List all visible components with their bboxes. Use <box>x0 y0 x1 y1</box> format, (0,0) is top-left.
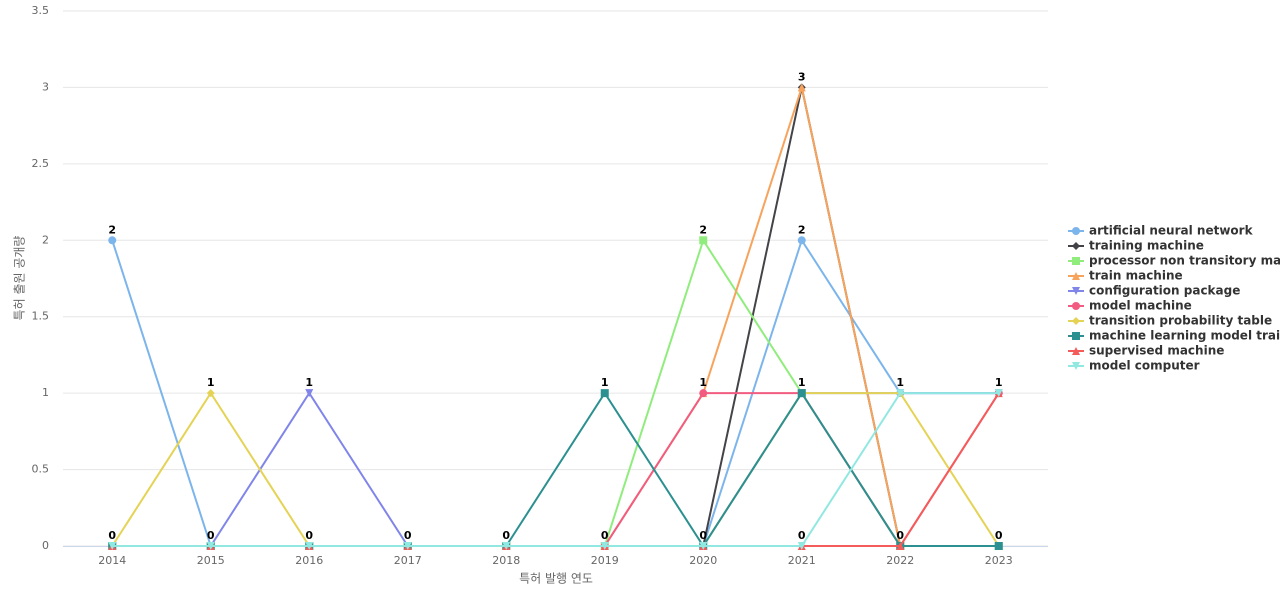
data-label: 1 <box>896 376 904 389</box>
data-label: 1 <box>305 376 313 389</box>
x-tick-label: 2020 <box>689 554 717 567</box>
marker <box>403 542 412 550</box>
data-label: 1 <box>207 376 215 389</box>
marker <box>502 542 511 550</box>
legend-label: model machine <box>1089 299 1192 313</box>
data-label: 2 <box>798 223 806 236</box>
legend-label: model computer <box>1089 359 1200 373</box>
data-label: 1 <box>699 376 707 389</box>
marker <box>1072 347 1080 355</box>
y-tick-label: 3.5 <box>32 4 50 17</box>
legend-label: transition probability table <box>1089 314 1272 328</box>
data-label: 0 <box>108 529 116 542</box>
y-tick-label: 2 <box>42 233 49 246</box>
marker <box>699 389 708 398</box>
marker <box>1072 242 1080 250</box>
legend-label: supervised machine <box>1089 344 1224 358</box>
y-tick-label: 3 <box>42 80 49 93</box>
marker <box>108 236 117 245</box>
marker <box>1072 287 1080 295</box>
legend-label: processor non transitory ma... <box>1089 254 1280 268</box>
x-tick-label: 2016 <box>295 554 323 567</box>
data-label: 0 <box>896 529 904 542</box>
y-axis-title: 특허 출원 공개량 <box>13 236 27 321</box>
data-label: 2 <box>699 223 707 236</box>
y-tick-label: 0.5 <box>32 463 50 476</box>
x-tick-label: 2017 <box>394 554 422 567</box>
marker <box>699 236 708 245</box>
marker <box>896 389 905 398</box>
marker <box>797 542 806 550</box>
data-label: 0 <box>699 529 707 542</box>
y-tick-label: 1 <box>42 386 49 399</box>
legend-label: training machine <box>1089 239 1204 253</box>
data-label: 0 <box>798 529 806 542</box>
marker <box>896 542 905 550</box>
x-tick-label: 2023 <box>985 554 1013 567</box>
marker <box>108 542 117 550</box>
marker <box>797 83 806 92</box>
data-label: 3 <box>798 70 806 83</box>
data-label: 1 <box>995 376 1003 389</box>
marker <box>1072 302 1080 310</box>
marker <box>994 542 1003 550</box>
marker <box>206 389 215 398</box>
marker <box>1072 227 1080 235</box>
legend-label: machine learning model trai... <box>1089 329 1280 343</box>
legend-label: train machine <box>1089 269 1183 283</box>
legend-label: configuration package <box>1089 284 1240 298</box>
marker <box>699 542 708 550</box>
y-tick-label: 0 <box>42 539 49 552</box>
marker <box>1072 257 1080 265</box>
marker <box>994 389 1003 398</box>
data-label: 1 <box>601 376 609 389</box>
legend-label: artificial neural network <box>1089 224 1254 238</box>
marker <box>305 542 314 550</box>
data-label: 0 <box>207 529 215 542</box>
x-tick-label: 2015 <box>197 554 225 567</box>
x-tick-label: 2022 <box>886 554 914 567</box>
x-tick-label: 2021 <box>788 554 816 567</box>
x-tick-label: 2019 <box>591 554 619 567</box>
marker <box>1072 317 1080 325</box>
y-tick-label: 1.5 <box>32 310 50 323</box>
marker <box>206 542 215 550</box>
marker <box>600 389 609 398</box>
data-label: 0 <box>995 529 1003 542</box>
marker <box>1072 332 1080 340</box>
data-label: 0 <box>404 529 412 542</box>
x-tick-label: 2018 <box>492 554 520 567</box>
marker <box>797 236 806 245</box>
data-label: 0 <box>601 529 609 542</box>
marker <box>600 542 609 550</box>
data-label: 0 <box>502 529 510 542</box>
marker <box>797 389 806 398</box>
marker <box>305 389 314 398</box>
marker <box>1072 272 1080 280</box>
x-axis-title: 특허 발행 연도 <box>519 571 593 586</box>
y-tick-label: 2.5 <box>32 157 50 170</box>
series <box>108 389 1003 550</box>
x-tick-label: 2014 <box>98 554 126 567</box>
data-label: 0 <box>305 529 313 542</box>
data-label: 2 <box>108 223 116 236</box>
data-label: 1 <box>798 376 806 389</box>
marker <box>1072 362 1080 370</box>
line <box>112 392 999 547</box>
